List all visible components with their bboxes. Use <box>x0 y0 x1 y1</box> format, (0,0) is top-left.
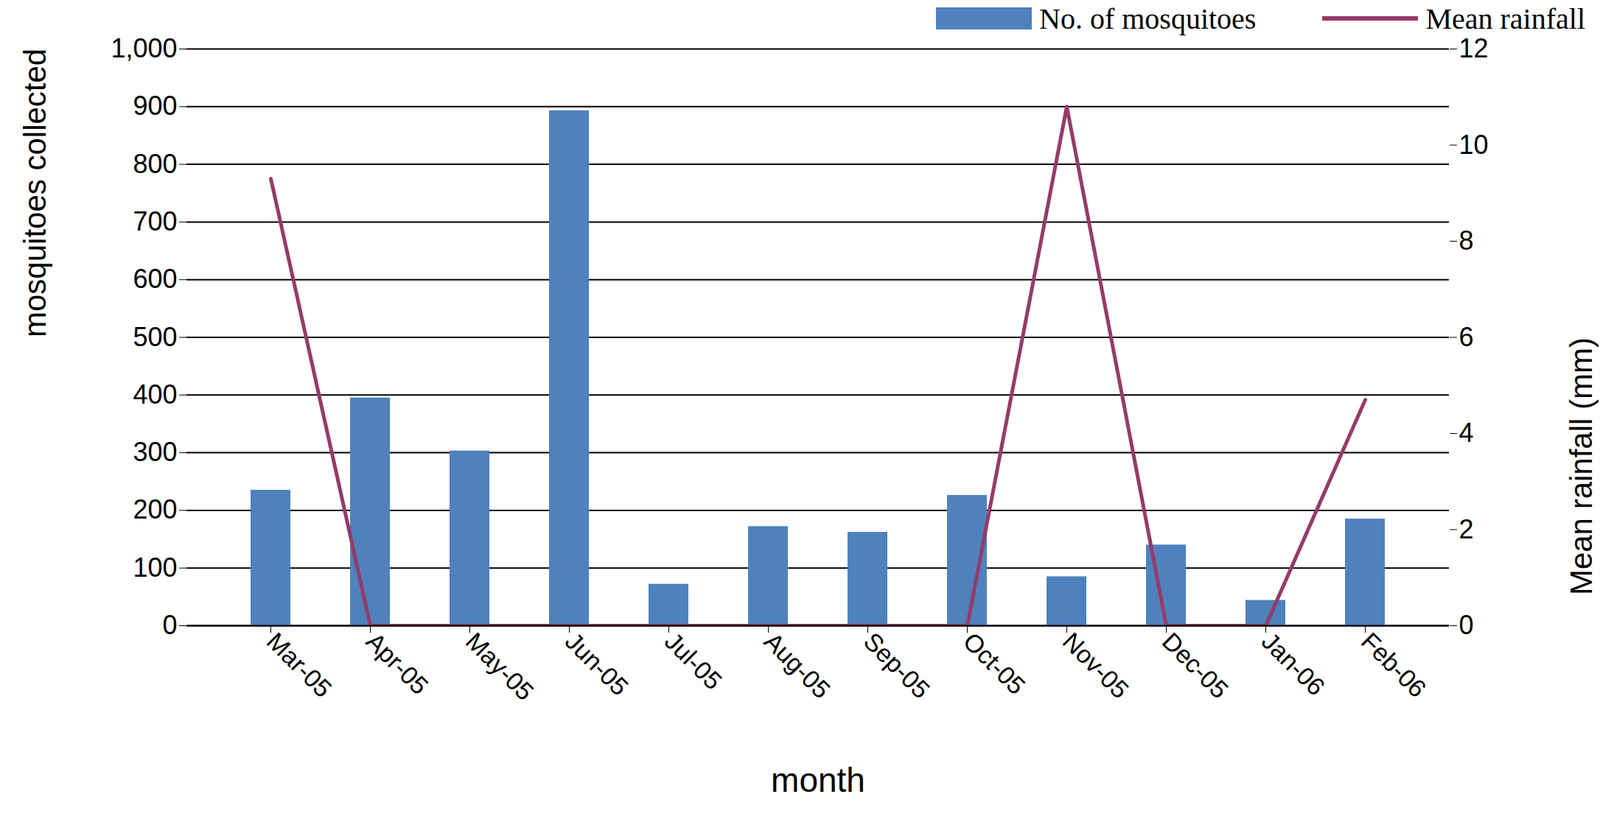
svg-text:May-05: May-05 <box>460 627 540 707</box>
html-text:Mean rainfall: Mean rainfall <box>1425 1 1586 36</box>
svg-text:Mar-05: Mar-05 <box>261 627 338 704</box>
svg-text:10: 10 <box>1459 129 1489 160</box>
svg-text:Jan-06: Jan-06 <box>1256 627 1331 701</box>
svg-text:500: 500 <box>132 322 177 353</box>
svg-text:Feb-06: Feb-06 <box>1356 627 1432 704</box>
svg-text:Apr-05: Apr-05 <box>361 627 435 701</box>
svg-text:Jul-05: Jul-05 <box>659 627 728 695</box>
svg-text:4: 4 <box>1459 417 1474 449</box>
svg-text:1,000: 1,000 <box>110 36 177 64</box>
svg-text:300: 300 <box>132 437 177 468</box>
svg-text:100: 100 <box>132 552 177 583</box>
svg-text:400: 400 <box>132 379 177 410</box>
svg-text:2: 2 <box>1459 514 1474 545</box>
svg-text:800: 800 <box>132 148 177 180</box>
svg-text:Nov-05: Nov-05 <box>1057 627 1135 704</box>
svg-text:Mean rainfall (mm): Mean rainfall (mm) <box>1563 337 1599 596</box>
svg-text:600: 600 <box>132 263 177 295</box>
svg-text:Sep-05: Sep-05 <box>858 627 936 704</box>
svg-text:Jun-05: Jun-05 <box>560 627 634 701</box>
svg-text:0: 0 <box>1459 610 1474 641</box>
svg-text:6: 6 <box>1459 322 1474 353</box>
svg-text:12: 12 <box>1459 36 1489 64</box>
svg-text:8: 8 <box>1459 225 1474 256</box>
svg-text:Aug-05: Aug-05 <box>759 627 836 704</box>
svg-text:Dec-05: Dec-05 <box>1157 627 1234 704</box>
svg-text:900: 900 <box>132 90 177 121</box>
svg-text:month: month <box>770 761 866 800</box>
svg-text:0: 0 <box>162 610 177 641</box>
svg-text:700: 700 <box>132 206 177 237</box>
svg-text:200: 200 <box>132 494 177 525</box>
svg-text:mosquitoes collected: mosquitoes collected <box>17 48 53 338</box>
html-text:No. of mosquitoes: No. of mosquitoes <box>1039 1 1257 36</box>
svg-text:Oct-05: Oct-05 <box>958 627 1032 701</box>
